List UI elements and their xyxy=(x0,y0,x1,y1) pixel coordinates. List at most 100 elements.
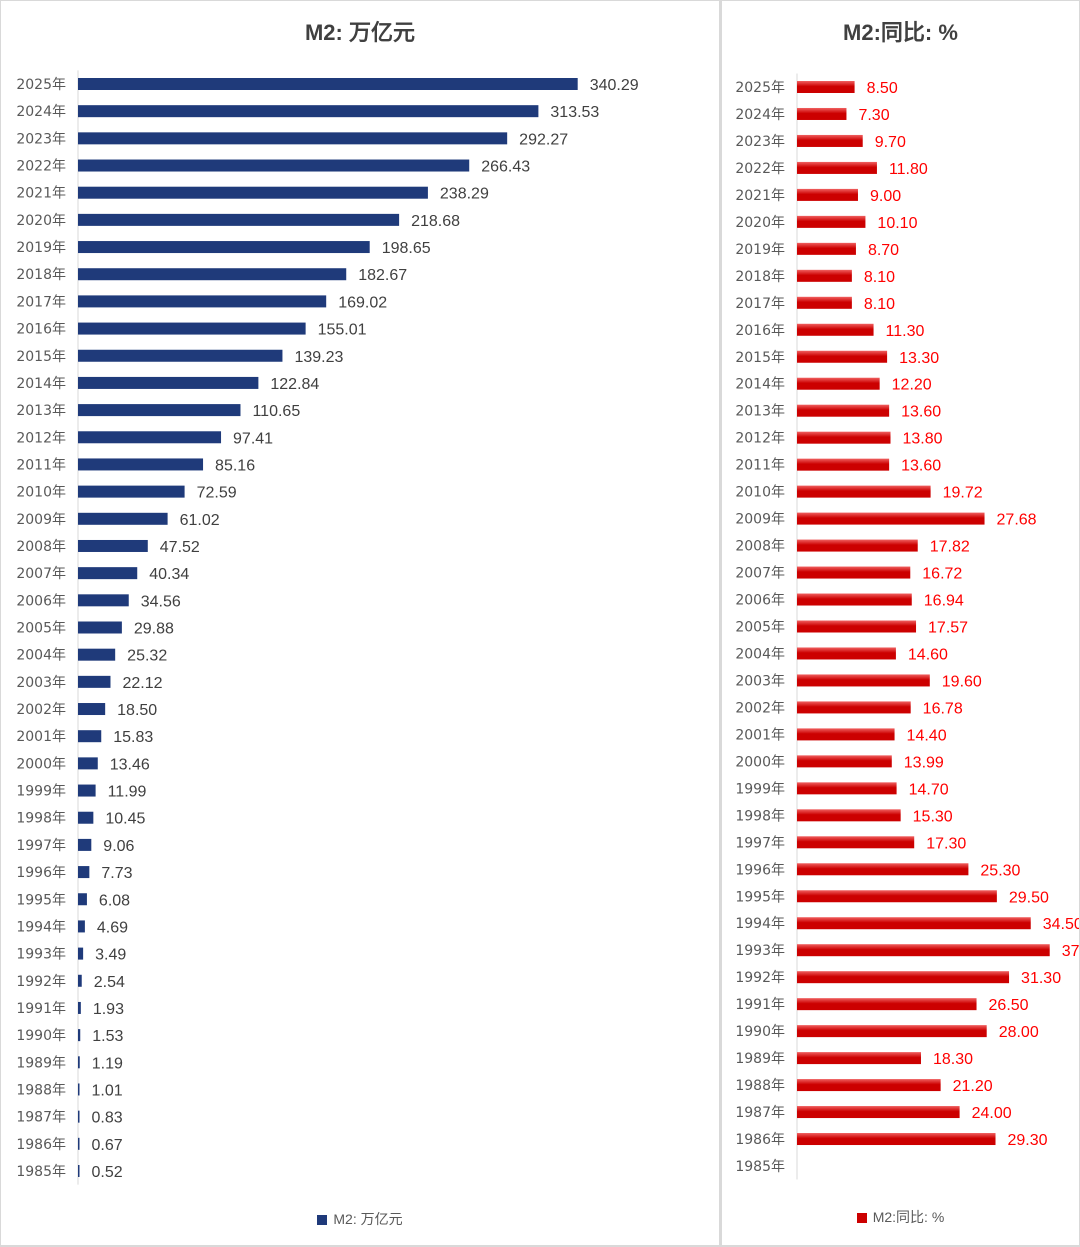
data-label: 13.99 xyxy=(904,754,944,771)
data-label: 0.67 xyxy=(92,1137,123,1154)
bar xyxy=(78,974,82,987)
left-chart-legend: M2: 万亿元 xyxy=(1,1209,719,1229)
legend-label-yoy: M2:同比: % xyxy=(872,1209,945,1225)
y-tick-label: 1995年 xyxy=(16,892,66,908)
y-tick-label: 1988年 xyxy=(735,1078,785,1094)
data-label: 21.20 xyxy=(953,1078,993,1095)
y-tick-label: 1998年 xyxy=(16,811,66,827)
y-tick-label: 1986年 xyxy=(16,1137,66,1153)
y-tick-label: 2012年 xyxy=(16,430,66,446)
y-tick-label: 1990年 xyxy=(16,1028,66,1044)
bar xyxy=(78,376,259,389)
bar xyxy=(797,863,969,876)
data-label: 34.56 xyxy=(141,593,181,610)
data-label: 313.53 xyxy=(550,104,599,121)
data-label: 13.60 xyxy=(901,458,941,475)
bar xyxy=(78,159,470,172)
y-tick-label: 2014年 xyxy=(16,376,66,392)
data-label: 182.67 xyxy=(358,267,407,284)
data-label: 16.94 xyxy=(924,593,964,610)
bar xyxy=(797,782,897,795)
bar xyxy=(797,647,896,660)
y-tick-label: 2003年 xyxy=(16,675,66,691)
data-label: 17.30 xyxy=(926,835,966,852)
y-tick-label: 1995年 xyxy=(735,889,785,905)
data-label: 14.40 xyxy=(907,727,947,744)
y-tick-label: 1998年 xyxy=(735,808,785,824)
bar xyxy=(78,757,98,770)
bar xyxy=(78,78,578,90)
bar xyxy=(797,323,874,336)
bar xyxy=(797,998,977,1011)
data-label: 34.50 xyxy=(1043,916,1079,933)
y-tick-label: 2016年 xyxy=(735,323,785,339)
data-label: 18.50 xyxy=(117,702,157,719)
y-tick-label: 2008年 xyxy=(16,539,66,555)
y-tick-label: 2023年 xyxy=(16,131,66,147)
data-label: 110.65 xyxy=(252,403,300,420)
data-label: 24.00 xyxy=(972,1105,1012,1122)
data-label: 29.50 xyxy=(1009,889,1049,906)
y-tick-label: 2018年 xyxy=(16,267,66,283)
bar xyxy=(78,349,283,362)
data-label: 11.30 xyxy=(886,323,925,340)
data-label: 0.52 xyxy=(92,1164,123,1181)
bar xyxy=(797,944,1050,957)
y-tick-label: 2014年 xyxy=(735,377,785,393)
bar xyxy=(78,567,138,580)
bar xyxy=(797,701,911,714)
data-label: 155.01 xyxy=(318,322,367,339)
y-tick-label: 1993年 xyxy=(16,947,66,963)
data-label: 72.59 xyxy=(197,485,237,502)
bar xyxy=(797,566,911,579)
bar xyxy=(78,1110,80,1123)
bar xyxy=(78,241,370,254)
y-tick-label: 2002年 xyxy=(16,702,66,718)
data-label: 218.68 xyxy=(411,213,460,230)
y-tick-label: 2007年 xyxy=(16,566,66,582)
left-chart-plot: 2025年 340.29 2024年 313.53 2023年 292.27 2022年 26… xyxy=(16,70,639,1185)
data-label: 139.23 xyxy=(294,349,343,366)
y-tick-label: 1997年 xyxy=(16,838,66,854)
bar xyxy=(797,1079,941,1092)
bar xyxy=(797,593,912,606)
y-tick-label: 2018年 xyxy=(735,269,785,285)
y-tick-label: 2012年 xyxy=(735,431,785,447)
y-tick-label: 2021年 xyxy=(16,186,66,202)
y-tick-label: 2021年 xyxy=(735,188,785,204)
data-label: 18.30 xyxy=(933,1051,973,1068)
y-tick-label: 1991年 xyxy=(16,1001,66,1017)
bar xyxy=(78,186,428,199)
bar xyxy=(797,377,880,390)
y-tick-label: 2015年 xyxy=(735,350,785,366)
data-label: 12.20 xyxy=(892,377,932,394)
data-label: 1.53 xyxy=(92,1028,123,1045)
bar xyxy=(797,269,852,282)
y-tick-label: 2006年 xyxy=(16,593,66,609)
y-tick-label: 2009年 xyxy=(16,512,66,528)
y-tick-label: 1999年 xyxy=(735,781,785,797)
data-label: 16.72 xyxy=(922,566,962,583)
y-tick-label: 1991年 xyxy=(735,997,785,1013)
bar xyxy=(797,458,890,471)
bar xyxy=(78,866,90,879)
y-tick-label: 1997年 xyxy=(735,835,785,851)
bar xyxy=(78,648,116,661)
y-tick-label: 2017年 xyxy=(16,294,66,310)
data-label: 13.46 xyxy=(110,756,150,773)
bar xyxy=(78,105,539,118)
bar xyxy=(797,917,1031,930)
data-label: 6.08 xyxy=(99,892,130,909)
y-tick-label: 1994年 xyxy=(16,919,66,935)
bar xyxy=(797,674,930,687)
y-tick-label: 2020年 xyxy=(16,213,66,229)
data-label: 22.12 xyxy=(122,675,162,692)
y-tick-label: 2002年 xyxy=(735,700,785,716)
data-label: 8.10 xyxy=(864,269,895,286)
bar xyxy=(797,215,866,228)
y-tick-label: 2004年 xyxy=(735,646,785,662)
data-label: 1.19 xyxy=(92,1055,123,1072)
y-tick-label: 2013年 xyxy=(735,404,785,420)
bar xyxy=(78,893,87,906)
legend-label-m2: M2: 万亿元 xyxy=(333,1211,403,1227)
